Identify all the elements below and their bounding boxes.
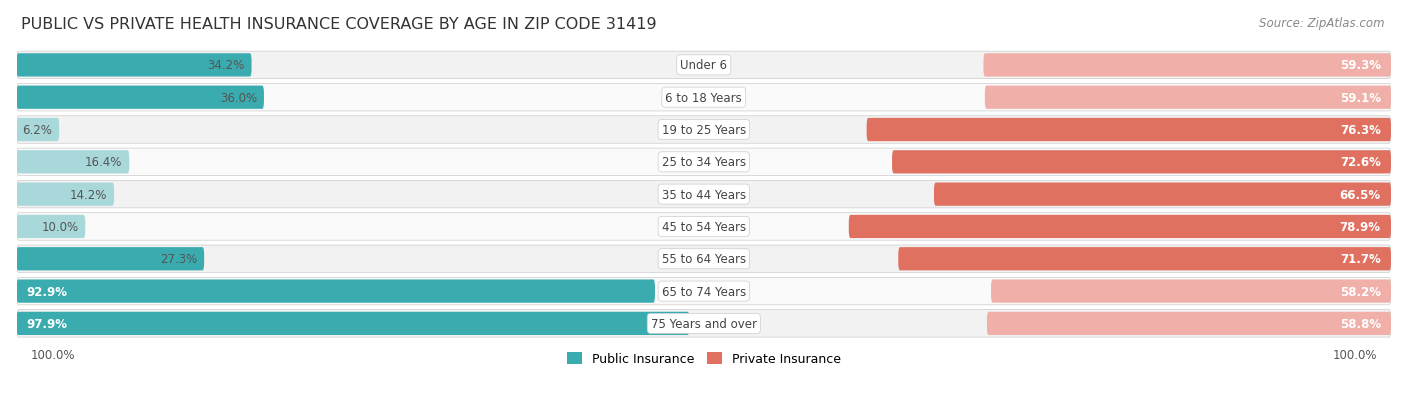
Text: 72.6%: 72.6%	[1340, 156, 1381, 169]
FancyBboxPatch shape	[17, 310, 1391, 337]
Text: Source: ZipAtlas.com: Source: ZipAtlas.com	[1260, 17, 1385, 29]
Text: Under 6: Under 6	[681, 59, 727, 72]
FancyBboxPatch shape	[17, 116, 1391, 144]
FancyBboxPatch shape	[898, 247, 1391, 271]
Text: 58.2%: 58.2%	[1340, 285, 1381, 298]
Text: 45 to 54 Years: 45 to 54 Years	[662, 221, 745, 233]
FancyBboxPatch shape	[17, 149, 1391, 176]
FancyBboxPatch shape	[983, 54, 1391, 77]
FancyBboxPatch shape	[17, 280, 655, 303]
FancyBboxPatch shape	[17, 247, 204, 271]
FancyBboxPatch shape	[891, 151, 1391, 174]
Text: 76.3%: 76.3%	[1340, 124, 1381, 137]
FancyBboxPatch shape	[17, 119, 59, 142]
Text: 59.1%: 59.1%	[1340, 92, 1381, 104]
Text: 6 to 18 Years: 6 to 18 Years	[665, 92, 742, 104]
FancyBboxPatch shape	[17, 84, 1391, 112]
FancyBboxPatch shape	[17, 278, 1391, 305]
Text: 100.0%: 100.0%	[1333, 348, 1378, 361]
Text: 10.0%: 10.0%	[41, 221, 79, 233]
Text: 100.0%: 100.0%	[31, 348, 75, 361]
Text: 65 to 74 Years: 65 to 74 Years	[662, 285, 747, 298]
FancyBboxPatch shape	[17, 151, 129, 174]
Text: PUBLIC VS PRIVATE HEALTH INSURANCE COVERAGE BY AGE IN ZIP CODE 31419: PUBLIC VS PRIVATE HEALTH INSURANCE COVER…	[21, 17, 657, 31]
FancyBboxPatch shape	[17, 215, 86, 238]
FancyBboxPatch shape	[866, 119, 1391, 142]
Text: 34.2%: 34.2%	[208, 59, 245, 72]
Text: 92.9%: 92.9%	[27, 285, 67, 298]
FancyBboxPatch shape	[991, 280, 1391, 303]
Text: 27.3%: 27.3%	[160, 253, 197, 266]
Text: 71.7%: 71.7%	[1340, 253, 1381, 266]
FancyBboxPatch shape	[987, 312, 1391, 335]
Text: 66.5%: 66.5%	[1340, 188, 1381, 201]
FancyBboxPatch shape	[17, 213, 1391, 241]
FancyBboxPatch shape	[934, 183, 1391, 206]
Text: 36.0%: 36.0%	[219, 92, 257, 104]
FancyBboxPatch shape	[984, 86, 1391, 109]
Text: 97.9%: 97.9%	[27, 317, 67, 330]
Legend: Public Insurance, Private Insurance: Public Insurance, Private Insurance	[562, 347, 846, 370]
Text: 58.8%: 58.8%	[1340, 317, 1381, 330]
Text: 78.9%: 78.9%	[1340, 221, 1381, 233]
FancyBboxPatch shape	[17, 312, 689, 335]
Text: 35 to 44 Years: 35 to 44 Years	[662, 188, 745, 201]
FancyBboxPatch shape	[17, 183, 114, 206]
Text: 14.2%: 14.2%	[70, 188, 107, 201]
FancyBboxPatch shape	[17, 52, 1391, 79]
Text: 59.3%: 59.3%	[1340, 59, 1381, 72]
Text: 16.4%: 16.4%	[84, 156, 122, 169]
Text: 55 to 64 Years: 55 to 64 Years	[662, 253, 745, 266]
Text: 25 to 34 Years: 25 to 34 Years	[662, 156, 745, 169]
Text: 19 to 25 Years: 19 to 25 Years	[662, 124, 747, 137]
FancyBboxPatch shape	[17, 181, 1391, 209]
Text: 75 Years and over: 75 Years and over	[651, 317, 756, 330]
FancyBboxPatch shape	[17, 86, 264, 109]
FancyBboxPatch shape	[17, 245, 1391, 273]
Text: 6.2%: 6.2%	[22, 124, 52, 137]
FancyBboxPatch shape	[17, 54, 252, 77]
FancyBboxPatch shape	[849, 215, 1391, 238]
